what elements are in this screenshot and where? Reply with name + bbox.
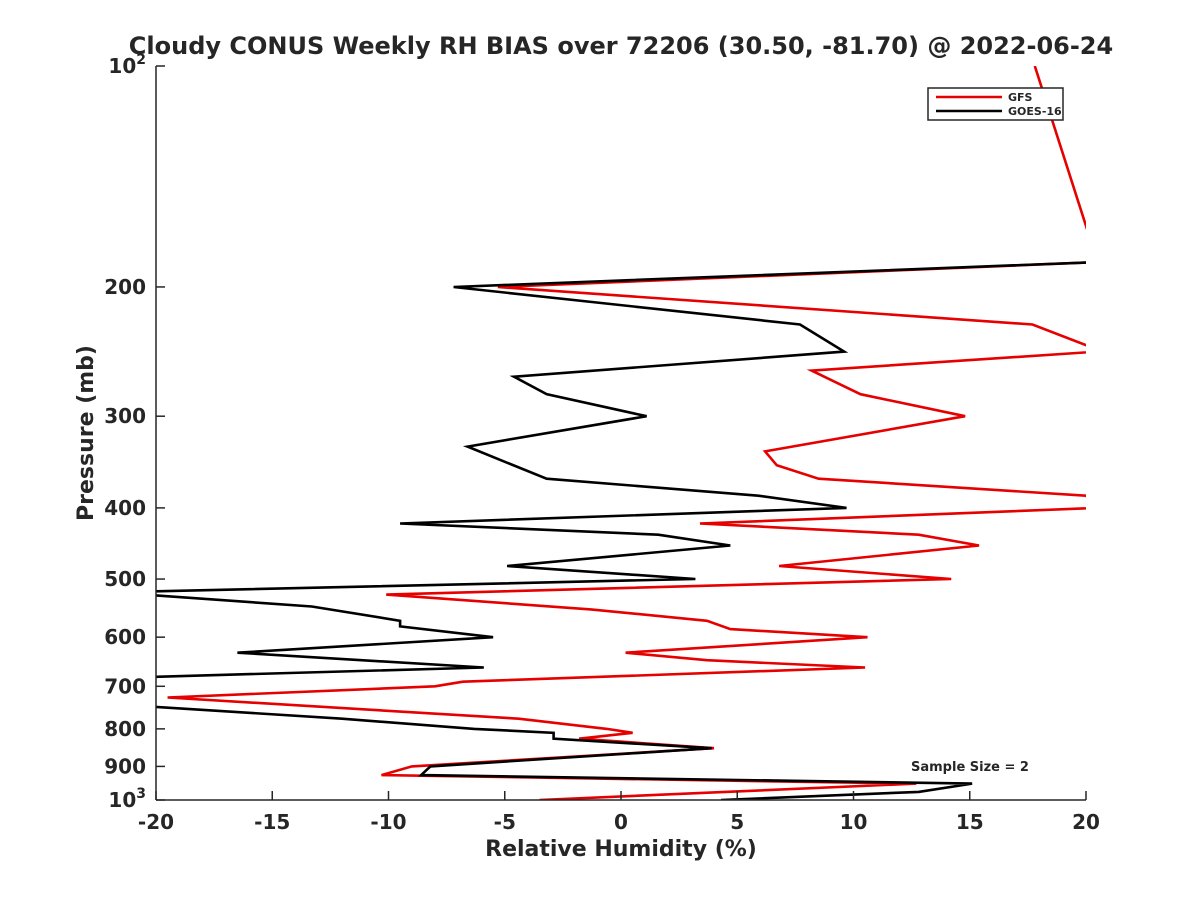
y-tick-label: 700 [104,674,146,698]
y-tick-label: 103 [108,786,146,812]
x-ticks: -20 -15 -10 -5 0 5 10 15 20 [138,791,1100,834]
y-tick-label: 102 [108,52,146,78]
y-tick-label: 200 [104,275,146,299]
y-tick-label: 400 [104,496,146,520]
y-tick-label: 500 [104,567,146,591]
legend: GFS GOES-16 [927,87,1064,121]
chart-title: Cloudy CONUS Weekly RH BIAS over 72206 (… [129,32,1113,60]
y-tick-label-base: 10 [108,54,136,78]
y-axis-label: Pressure (mb) [74,345,99,521]
y-tick-label-base: 700 [104,674,146,698]
x-tick-label: 20 [1072,810,1100,834]
plot-area: -20 -15 -10 -5 0 5 10 15 20 10220030040050060070… [104,52,1100,834]
series-line-gfs [167,66,1086,800]
y-tick-label: 600 [104,625,146,649]
y-tick-label: 300 [104,404,146,428]
y-tick-label-exponent: 2 [136,52,146,68]
legend-label-goes-16: GOES-16 [1008,105,1062,118]
x-tick-label: 10 [840,810,868,834]
x-tick-label: -10 [370,810,406,834]
series-line-goes-16 [156,261,1086,800]
y-tick-label: 900 [104,754,146,778]
series-layer [156,66,1086,800]
y-tick-label-base: 500 [104,567,146,591]
sample-size-annotation: Sample Size = 2 [911,760,1029,775]
x-tick-label: 0 [614,810,628,834]
x-tick-label: -5 [494,810,516,834]
y-tick-label-base: 900 [104,754,146,778]
x-tick-label: 15 [956,810,984,834]
y-tick-label-base: 10 [108,788,136,812]
y-tick-label-base: 400 [104,496,146,520]
x-tick-label: -20 [138,810,174,834]
y-tick-label-base: 800 [104,717,146,741]
y-tick-label-exponent: 3 [136,786,146,802]
y-tick-label-base: 200 [104,275,146,299]
y-tick-label: 800 [104,717,146,741]
y-tick-label-base: 600 [104,625,146,649]
legend-box [927,87,1064,121]
legend-label-gfs: GFS [1008,91,1033,104]
x-axis-label: Relative Humidity (%) [485,837,757,862]
y-tick-label-base: 300 [104,404,146,428]
x-tick-label: 5 [730,810,744,834]
x-tick-label: -15 [254,810,290,834]
